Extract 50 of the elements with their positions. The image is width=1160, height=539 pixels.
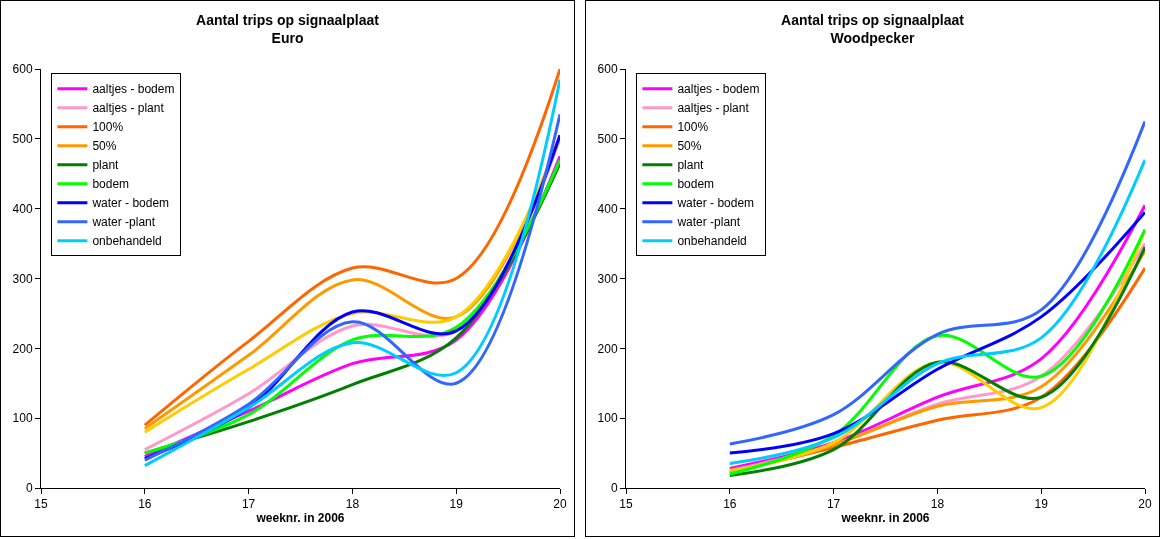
- y-tick-label: 100: [597, 411, 618, 426]
- x-tick-label: 17: [826, 497, 841, 512]
- y-tick-label: 600: [597, 62, 618, 77]
- legend-label: 50%: [677, 139, 702, 154]
- y-tick-label: 500: [12, 132, 33, 147]
- legend-label: aaltjes - plant: [677, 101, 750, 116]
- chart-title: Aantal trips op signaalplaat: [196, 12, 380, 29]
- legend-label: plant: [92, 158, 120, 173]
- y-tick-label: 400: [597, 201, 618, 216]
- y-tick-label: 400: [12, 201, 33, 216]
- x-tick-label: 19: [449, 497, 464, 512]
- x-tick-label: 18: [930, 497, 945, 512]
- x-axis-title: weeknr. in 2006: [840, 511, 930, 526]
- legend-label: water - bodem: [676, 196, 755, 211]
- chart-title: Aantal trips op signaalplaat: [781, 12, 965, 29]
- y-tick-label: 600: [12, 62, 33, 77]
- legend-label: aaltjes - plant: [92, 101, 165, 116]
- x-tick-label: 15: [34, 497, 48, 512]
- x-tick-label: 17: [241, 497, 256, 512]
- legend-label: onbehandeld: [677, 234, 747, 249]
- x-tick-label: 19: [1034, 497, 1049, 512]
- y-tick-label: 500: [597, 132, 618, 147]
- y-tick-label: 0: [25, 481, 33, 496]
- legend-label: bodem: [92, 177, 130, 192]
- y-tick-label: 300: [12, 271, 33, 286]
- x-tick-label: 18: [345, 497, 360, 512]
- x-axis-title: weeknr. in 2006: [255, 511, 345, 526]
- x-tick-label: 20: [553, 497, 567, 512]
- x-tick-label: 16: [723, 497, 737, 512]
- legend-label: bodem: [677, 177, 715, 192]
- legend-label: 100%: [92, 120, 124, 135]
- x-tick-label: 15: [619, 497, 633, 512]
- legend-label: water - bodem: [91, 196, 170, 211]
- legend-label: 100%: [677, 120, 709, 135]
- x-tick-label: 16: [138, 497, 152, 512]
- legend-label: plant: [677, 158, 705, 173]
- legend-label: water -plant: [91, 215, 156, 230]
- x-tick-label: 20: [1138, 497, 1152, 512]
- chart-subtitle: Woodpecker: [830, 30, 915, 47]
- legend-label: water -plant: [676, 215, 741, 230]
- y-tick-label: 200: [12, 341, 33, 356]
- legend-label: onbehandeld: [92, 234, 162, 249]
- y-tick-label: 0: [610, 481, 618, 496]
- y-tick-label: 300: [597, 271, 618, 286]
- legend-label: aaltjes - bodem: [677, 82, 760, 97]
- y-tick-label: 200: [597, 341, 618, 356]
- legend-label: aaltjes - bodem: [92, 82, 175, 97]
- chart-subtitle: Euro: [271, 30, 304, 47]
- y-tick-label: 100: [12, 411, 33, 426]
- legend-label: 50%: [92, 139, 117, 154]
